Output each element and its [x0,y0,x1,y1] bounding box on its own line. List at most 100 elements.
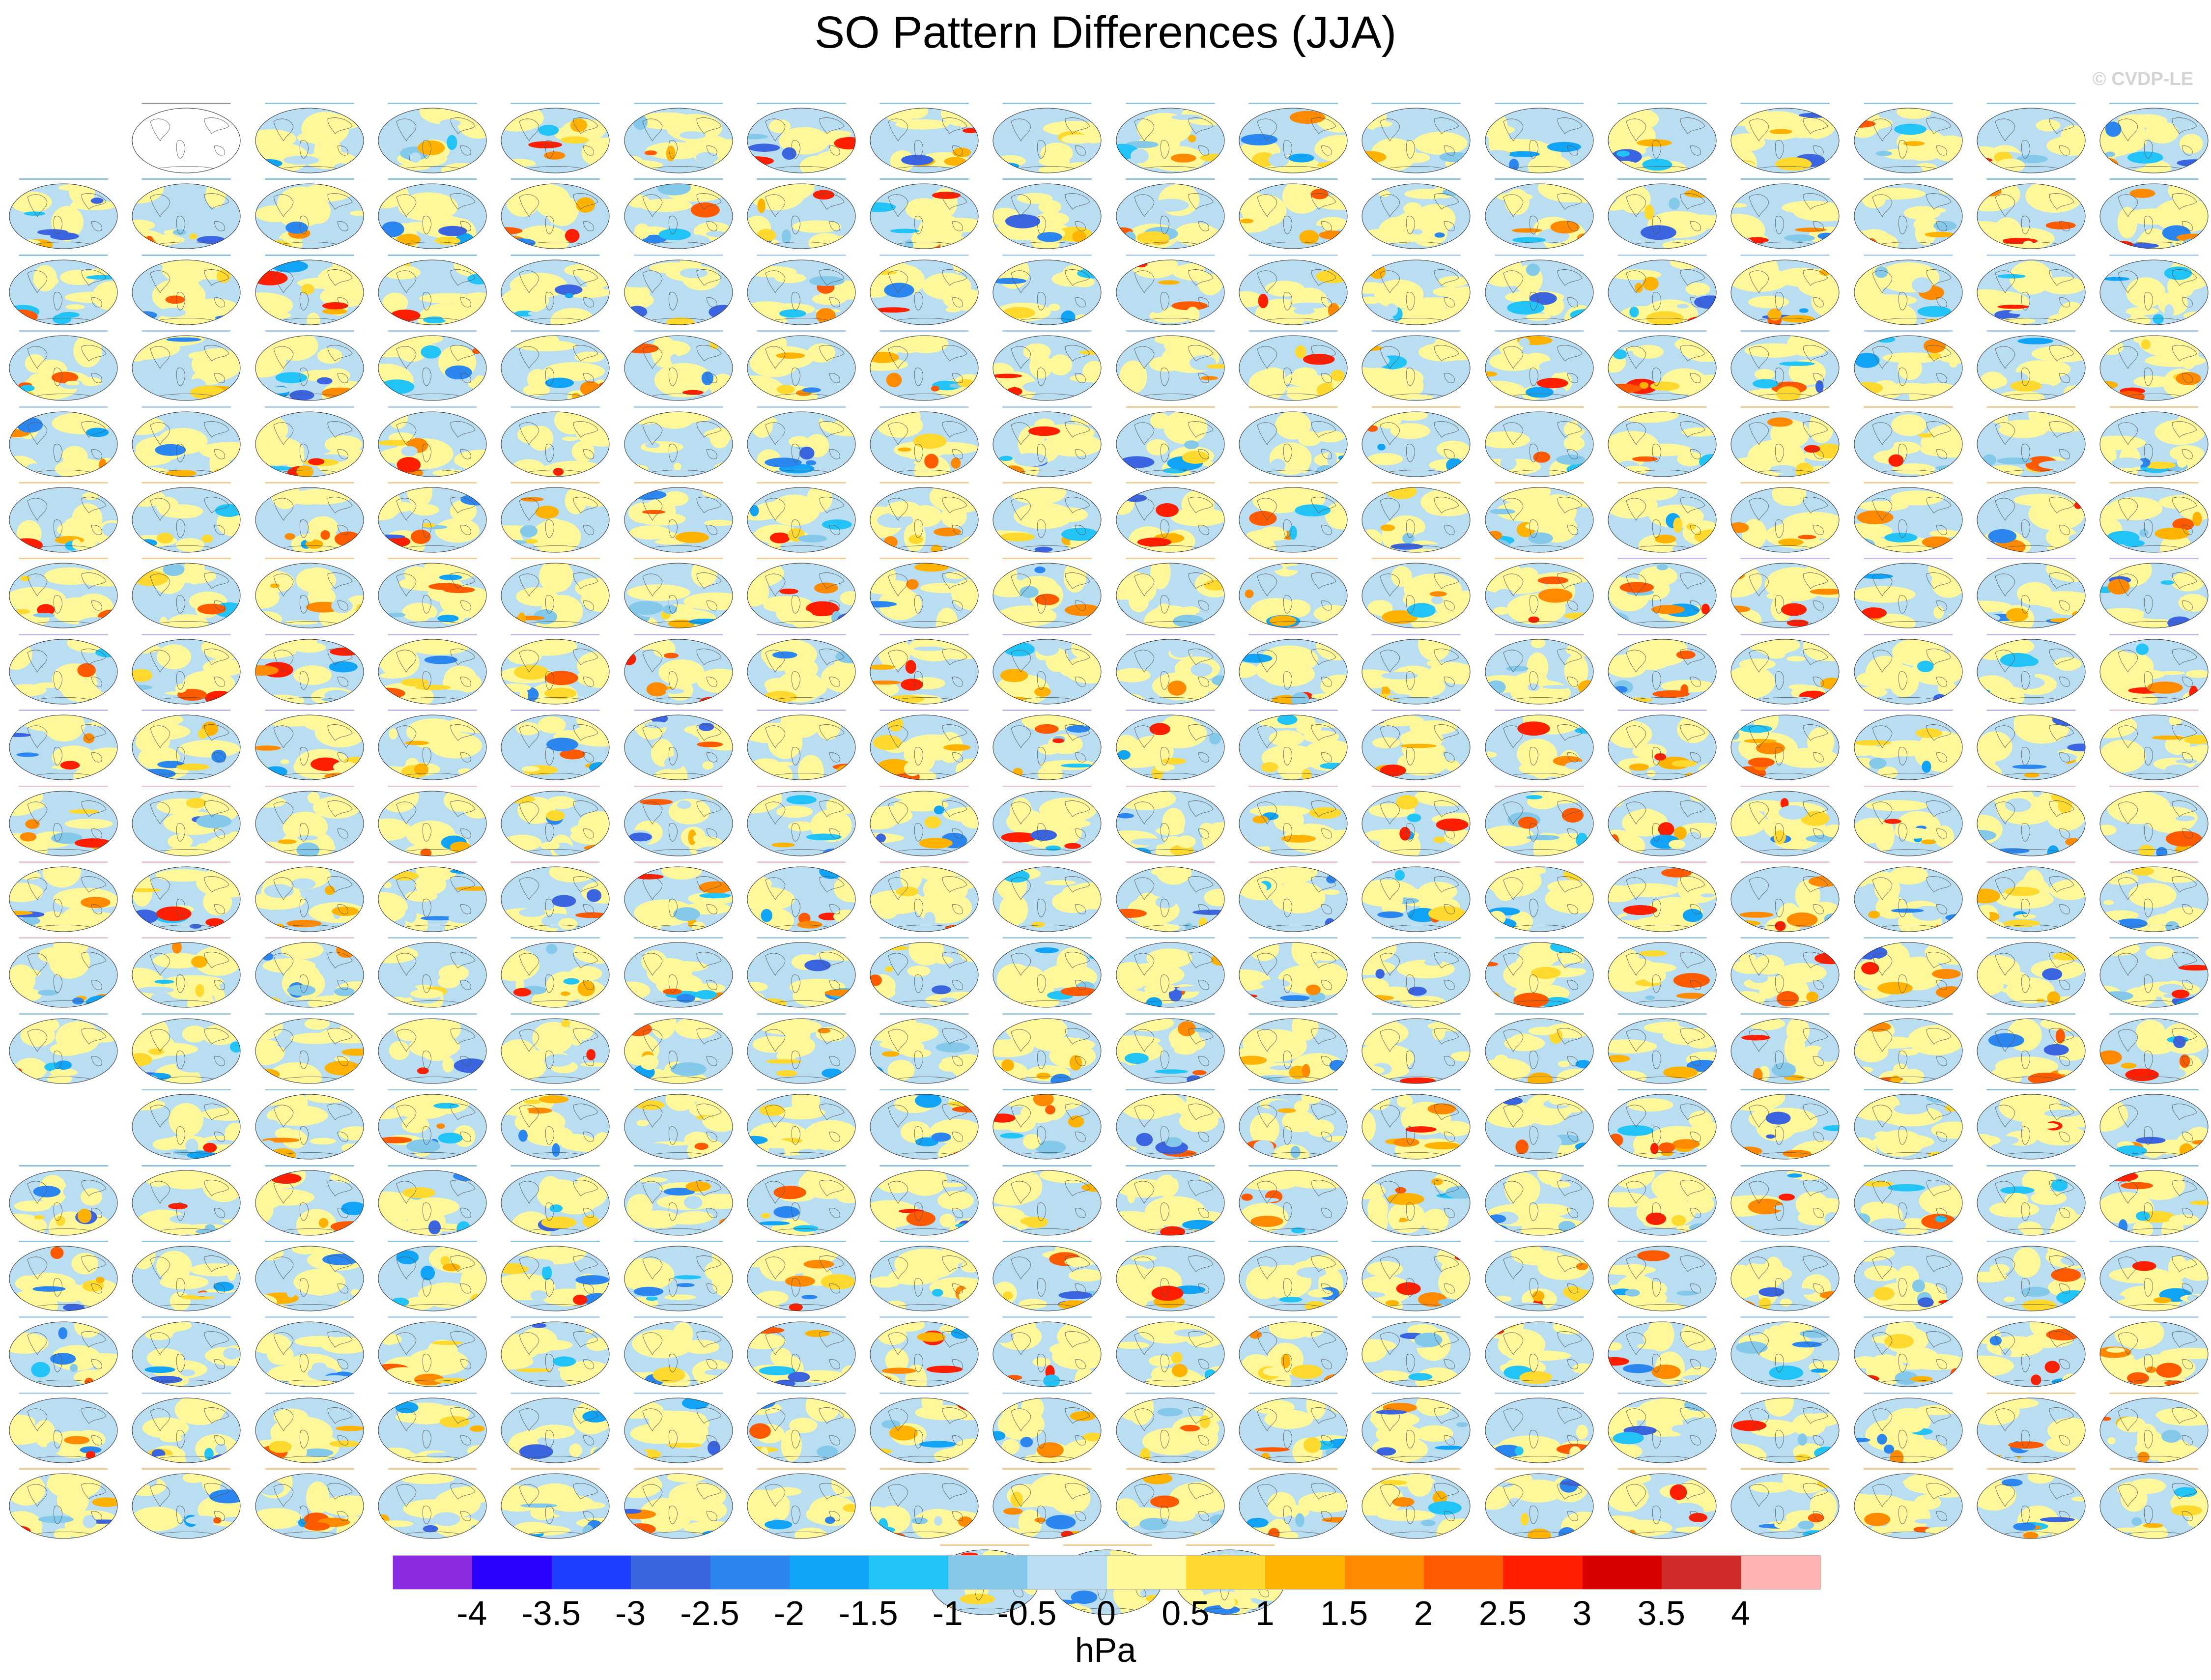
map-panel [5,1239,122,1313]
map-panel [866,935,983,1010]
globe-map [2099,487,2209,553]
map-panel [1358,935,1475,1010]
globe-map [1485,714,1594,780]
map-panel [5,1314,122,1389]
globe-map [1116,1246,1225,1311]
map-panel [742,328,860,403]
globe-map [747,1246,856,1311]
globe-map [501,1170,610,1236]
map-panel [742,1239,860,1313]
colorbar-tick-label: -3 [615,1594,646,1632]
panel-title-bar [1727,103,1844,104]
panel-title-bar [866,406,983,408]
map-panel [497,404,614,479]
map-panel [2096,556,2211,630]
map-panel [1727,935,1844,1010]
panel-title-bar [1727,1316,1844,1318]
map-panel [742,784,860,858]
map-panel [497,708,614,782]
globe-map [1730,791,1840,856]
map-panel [128,1239,245,1313]
map-panel [1358,176,1475,251]
globe-map [992,714,1102,780]
panel-title-bar [1111,406,1229,408]
panel-title-bar [620,103,737,104]
map-panel [1849,176,1967,251]
map-panel [5,784,122,858]
globe-map [9,1473,118,1539]
panel-title-bar [989,1316,1106,1318]
globe-map [1977,1321,2086,1387]
globe-map [501,639,610,705]
globe-map [1608,1170,1717,1236]
map-panel [1849,935,1967,1010]
map-panel [373,1011,491,1086]
map-panel [1972,708,2090,782]
panel-title-bar [128,254,245,256]
globe-map [1854,714,1962,780]
globe-map [1485,1246,1594,1311]
map-panel [1972,176,2090,251]
globe-map [2099,1397,2209,1463]
globe-map [1361,259,1471,325]
map-panel [1111,632,1229,707]
panel-title-bar [866,937,983,939]
globe-map [255,791,364,856]
globe-map [1361,1170,1471,1236]
globe-map [1116,714,1225,780]
panel-title-bar [1480,1316,1598,1318]
globe-map [747,1473,856,1539]
globe-map [1854,942,1962,1008]
map-panel [497,1239,614,1313]
panel-title-bar [1972,937,2090,939]
globe-map [132,1094,241,1160]
map-panel [1480,101,1598,175]
globe-map [1361,1246,1471,1311]
globe-map [1116,1397,1225,1463]
panel-title-bar [251,254,368,256]
map-panel [620,1314,737,1389]
panel-title-bar [1480,633,1598,635]
map-panel [2096,404,2211,479]
colorbar-segment [1265,1556,1345,1589]
panel-title-bar [1480,330,1598,332]
globe-map [870,1321,979,1387]
map-panel [373,253,491,327]
map-panel [128,1466,245,1541]
globe-map [1854,1397,1962,1463]
globe-map [870,411,979,477]
colorbar-tick-label: -3.5 [521,1594,581,1632]
globe-map [1608,1246,1717,1311]
panel-title-bar [620,1392,737,1394]
panel-title-bar [128,785,245,787]
globe-map [624,183,733,249]
panel-title-bar [5,254,122,256]
panel-title-bar [373,558,491,560]
globe-map [132,1018,241,1084]
globe-map [624,259,733,325]
panel-title-bar [373,1316,491,1318]
globe-map [992,183,1102,249]
panel-title-bar [373,633,491,635]
globe-map [1854,1246,1962,1311]
colorbar-segment [1344,1556,1424,1589]
globe-map [624,1018,733,1084]
panel-title-bar [1849,633,1967,635]
map-panel [128,253,245,327]
map-panel [1358,784,1475,858]
map-panel [251,556,368,630]
panel-title-bar [1849,103,1967,104]
globe-map [1116,563,1225,628]
map-panel [1727,1011,1844,1086]
map-panel [989,1466,1106,1541]
globe-map [624,411,733,477]
panel-title-bar [989,1165,1106,1167]
map-panel [989,1239,1106,1313]
panel-title-bar [128,1468,245,1470]
map-panel [251,328,368,403]
panel-title-bar [1358,1165,1475,1167]
panel-title-bar [866,785,983,787]
map-panel [2096,1087,2211,1162]
map-panel [1972,784,2090,858]
